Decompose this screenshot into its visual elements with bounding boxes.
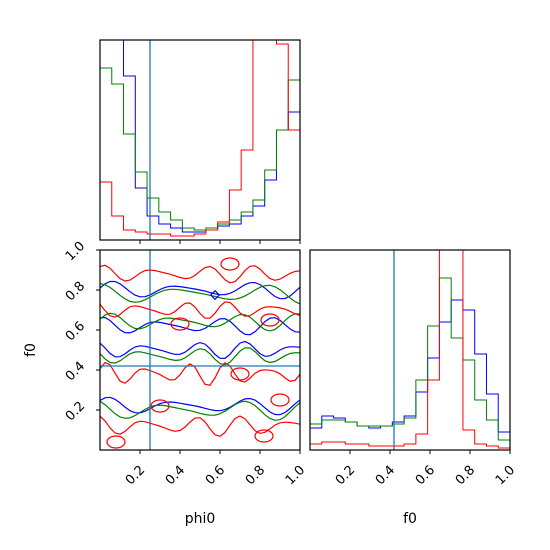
contour-red-island-3 [230,367,250,381]
contour-blue-2 [100,340,300,360]
contour-blue-1 [100,316,300,336]
panel-f0-hist: 0.2 0.4 0.6 0.8 1.0 [309,249,518,488]
contour-red-island-5 [150,399,170,413]
panel-2d-contour: 0.2 0.2 0.4 0.4 0.6 0.6 0.8 0.8 1.0 1.0 [63,239,308,488]
contour-green-3 [100,400,300,421]
tick-label-y-f0: 0.6 [63,319,88,344]
tick-label-x-phi0: 0.4 [163,463,188,488]
contour-red-island-0 [220,257,240,271]
contour-red-island-2 [260,313,280,327]
tick-label-x-f0: 1.0 [493,463,518,488]
contour-green-1 [100,312,300,332]
tick-label-x-f0: 0.6 [413,463,438,488]
tick-label-x-f0: 0.8 [453,463,478,488]
contour-blue-0 [100,280,300,300]
contour-green-0 [100,283,300,305]
contour-red-3 [100,415,300,437]
hist-phi0-red [100,40,300,240]
contour-blue-island [209,289,221,301]
contour-red-island-4 [270,393,290,407]
tick-label-x-phi0: 1.0 [283,463,308,488]
contour-red-0 [100,264,300,284]
contour-red-1 [100,301,300,319]
contour-red-island-1 [170,317,190,331]
x-axis-label-phi0: phi0 [185,511,216,527]
contour-green-2 [100,347,300,366]
contour-blue-3 [100,396,300,416]
tick-label-x-f0: 0.4 [373,463,398,488]
panel-phi0-hist [99,39,301,244]
tick-label-x-f0: 0.2 [333,463,358,488]
tick-label-x-phi0: 0.6 [203,463,228,488]
x-axis-label-f0: f0 [403,511,417,527]
y-axis-label-f0: f0 [23,343,39,357]
tick-label-y-f0: 1.0 [63,239,88,264]
tick-label-y-f0: 0.4 [63,359,88,384]
hist-f0-red [309,249,511,450]
hist-phi0-green [100,68,300,240]
hist-f0-blue [309,299,511,450]
hist-f0-green [309,277,511,450]
tick-label-x-phi0: 0.2 [123,463,148,488]
hist-phi0-blue [100,40,300,240]
contour-red-island-7 [254,429,274,443]
tick-label-x-phi0: 0.8 [243,463,268,488]
tick-label-y-f0: 0.8 [63,279,88,304]
contour-red-2 [100,361,300,386]
tick-label-y-f0: 0.2 [63,399,88,424]
contour-red-island-6 [106,435,126,449]
